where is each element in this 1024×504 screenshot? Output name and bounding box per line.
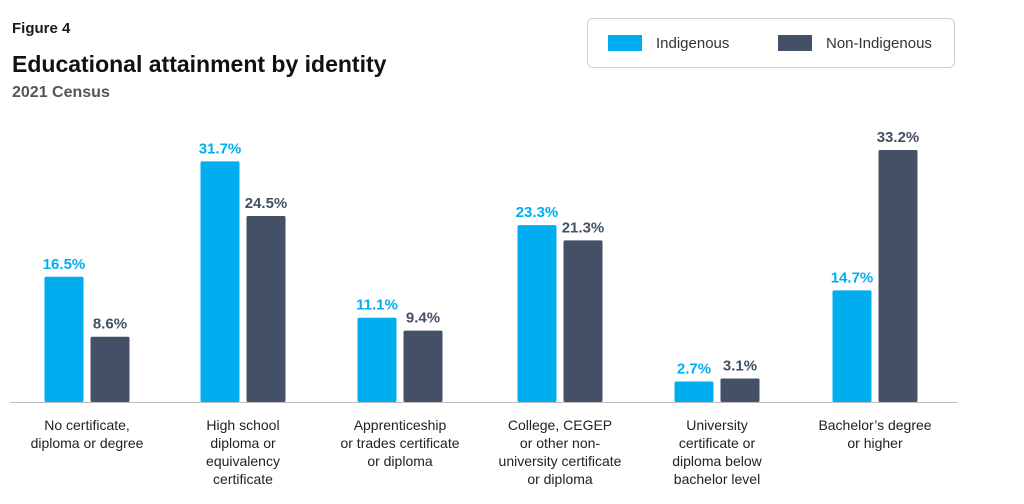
data-label-indigenous-2: 11.1% <box>356 297 398 314</box>
category-label-1: High school diploma or equivalency certific… <box>206 417 280 487</box>
chart-title: Educational attainment by identity <box>12 51 387 77</box>
figure-label: Figure 4 <box>12 20 71 37</box>
legend-swatch-indigenous <box>608 35 642 51</box>
data-label-non-indigenous-5: 33.2% <box>877 129 920 146</box>
legend-item-indigenous: Indigenous <box>608 19 729 67</box>
data-label-non-indigenous-2: 9.4% <box>406 310 440 327</box>
data-label-non-indigenous-1: 24.5% <box>245 195 288 212</box>
bar-non-indigenous-4 <box>720 378 760 402</box>
data-label-indigenous-4: 2.7% <box>677 361 711 378</box>
category-label-5: Bachelor’s degree or higher <box>818 417 931 451</box>
data-label-non-indigenous-0: 8.6% <box>93 316 127 333</box>
category-label-3: College, CEGEP or other non-university ce… <box>499 417 622 487</box>
bar-non-indigenous-5 <box>878 150 918 402</box>
category-label-4: University certificate or diploma below bac… <box>672 417 762 487</box>
category-label-2: Apprenticeship or trades certificate or di… <box>340 417 459 469</box>
legend-label-indigenous: Indigenous <box>656 34 730 52</box>
bar-non-indigenous-1 <box>246 216 286 402</box>
data-label-indigenous-5: 14.7% <box>831 269 874 286</box>
data-label-indigenous-1: 31.7% <box>199 140 242 157</box>
bar-indigenous-3 <box>517 225 557 402</box>
legend-swatch-non-indigenous <box>778 35 812 51</box>
data-label-indigenous-0: 16.5% <box>43 256 86 273</box>
bar-indigenous-1 <box>200 161 240 402</box>
bar-non-indigenous-2 <box>403 330 443 402</box>
category-label-0: No certificate, diploma or degree <box>31 417 144 451</box>
bar-indigenous-5 <box>832 290 872 402</box>
data-label-non-indigenous-4: 3.1% <box>723 357 757 374</box>
bar-indigenous-4 <box>674 381 714 402</box>
chart-subtitle: 2021 Census <box>12 84 110 101</box>
data-label-non-indigenous-3: 21.3% <box>562 219 605 236</box>
legend-label-non-indigenous: Non-Indigenous <box>826 34 932 52</box>
bar-non-indigenous-0 <box>90 336 130 402</box>
bar-indigenous-0 <box>44 276 84 402</box>
bar-non-indigenous-3 <box>563 240 603 402</box>
bar-indigenous-2 <box>357 317 397 402</box>
data-label-indigenous-3: 23.3% <box>516 204 559 221</box>
legend-item-non-indigenous: Non-Indigenous <box>778 19 932 67</box>
legend: Indigenous Non-Indigenous <box>587 18 955 68</box>
